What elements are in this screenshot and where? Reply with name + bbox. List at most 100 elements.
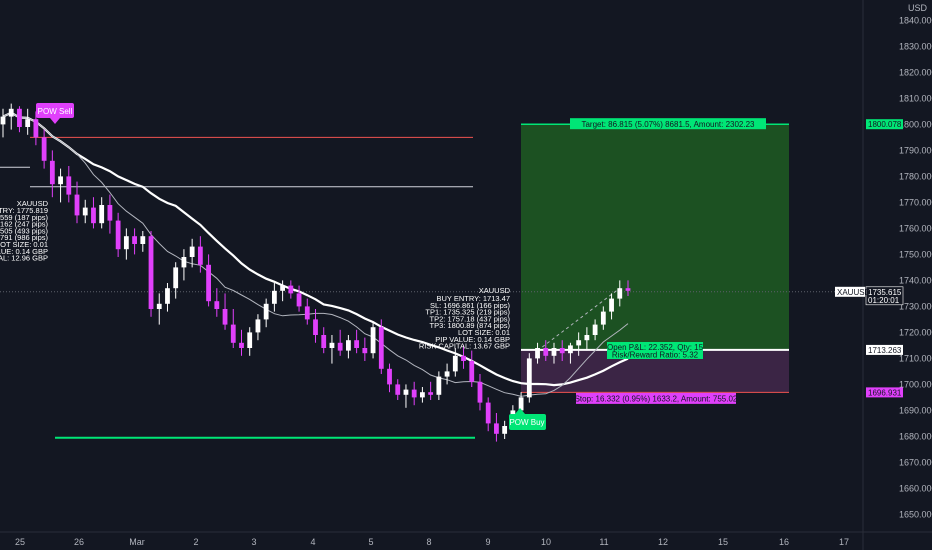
candle-body	[354, 340, 360, 348]
stop-label: Stop: 16.332 (0.95%) 1633.2, Amount: 755…	[575, 394, 738, 403]
candle-body	[115, 220, 121, 250]
sell-info-line: 36.505 (493 pips)	[0, 226, 49, 235]
candle-body	[403, 389, 409, 395]
target-price-tag-bg	[866, 119, 903, 130]
candle-body	[378, 327, 384, 369]
y-tick-label: 1710.000	[899, 353, 932, 363]
y-tick-label: 1740.000	[899, 275, 932, 285]
x-tick-label: 5	[368, 537, 373, 547]
candle-body	[17, 108, 22, 127]
candle-body	[82, 207, 88, 216]
candle-body	[362, 348, 368, 354]
last-price-tag-bg	[866, 286, 903, 305]
candle-body	[288, 285, 294, 294]
time-axis[interactable]: 25 26 Mar 2 3 4 5 8 9 10 11 12 15 16 17	[15, 537, 849, 547]
symbol-tag-bg	[835, 286, 865, 297]
candle-body	[33, 119, 39, 138]
candle-body	[99, 205, 105, 224]
buy-info-line: TP2: 1757.18 (437 pips)	[430, 314, 511, 323]
candle-body	[411, 389, 417, 398]
candle-body	[206, 264, 211, 302]
sell-info-line: 77.791 (986 pips)	[0, 233, 49, 242]
x-tick-label: 11	[599, 537, 608, 547]
y-tick-label: 1810.000	[899, 93, 932, 103]
candle-body	[444, 371, 450, 377]
y-tick-label: 1730.000	[899, 301, 932, 311]
candle-body	[148, 236, 154, 309]
candle-body	[0, 116, 6, 125]
x-tick-label: 10	[541, 537, 551, 547]
candle-body	[189, 246, 195, 257]
pow-sell-label-bg	[36, 103, 74, 118]
stop-label-bg	[576, 392, 736, 404]
candle-body	[239, 342, 244, 348]
target-label: Target: 86.815 (5.07%) 8681.5, Amount: 2…	[581, 120, 755, 129]
candle-body	[551, 348, 557, 356]
price-axis[interactable]: 1650.000 1660.000 1670.000 1680.000 1690.000…	[899, 15, 932, 519]
y-tick-label: 1660.000	[899, 483, 932, 493]
candle-body	[313, 319, 318, 335]
candle-body	[280, 285, 286, 291]
candle-body	[584, 335, 590, 341]
x-tick-label: 3	[251, 537, 256, 547]
candle-body	[8, 108, 14, 117]
candle-body	[345, 340, 351, 351]
candles	[0, 103, 631, 442]
last-price-tag-countdown: 01:20:01	[868, 296, 900, 305]
entry-price-tag-bg	[866, 344, 903, 355]
x-tick-label: 4	[310, 537, 315, 547]
candle-body	[436, 376, 442, 395]
candle-body	[165, 288, 170, 304]
candle-body	[123, 236, 129, 250]
candle-body	[132, 236, 137, 244]
candle-body	[214, 301, 220, 309]
buy-info-line: BUY ENTRY: 1713.47	[436, 294, 510, 303]
y-tick-label: 1790.000	[899, 145, 932, 155]
candle-body	[568, 345, 573, 354]
candle-body	[370, 327, 376, 354]
stop-price-tag-bg	[866, 387, 903, 398]
candle-body	[66, 176, 72, 195]
buy-info-line: LOT SIZE: 0.01	[458, 328, 510, 337]
y-tick-label: 1820.000	[899, 67, 932, 77]
candle-body	[107, 205, 113, 221]
sell-info-line: VALUE: 0.14 GBP	[0, 247, 48, 256]
candle-body	[49, 160, 55, 185]
candle-body	[255, 319, 261, 333]
buy-info-title: XAUUSD	[479, 286, 511, 295]
candle-body	[502, 426, 508, 434]
candle-body	[526, 358, 532, 398]
candle-body	[271, 290, 277, 304]
candle-body	[494, 423, 499, 434]
candle-body	[625, 288, 631, 291]
candle-body	[469, 361, 475, 382]
y-tick-label: 1770.000	[899, 197, 932, 207]
x-tick-label: 2	[193, 537, 198, 547]
candle-body	[197, 246, 203, 265]
last-price-tag-border	[865, 286, 904, 306]
candle-body	[609, 298, 614, 312]
candle-body	[222, 309, 228, 325]
candle-body	[617, 288, 623, 299]
buy-info-line: RISK CAPITAL: 13.67 GBP	[419, 342, 510, 351]
y-tick-label: 1670.000	[899, 457, 932, 467]
candle-body	[535, 348, 540, 359]
candle-body	[247, 332, 253, 348]
buy-info-line: PIP VALUE: 0.14 GBP	[435, 335, 510, 344]
y-tick-label: 1700.000	[899, 379, 932, 389]
candle-body	[428, 392, 434, 395]
candle-body	[263, 303, 269, 320]
last-price-tag: 1735.615	[868, 288, 902, 297]
candle-body	[477, 381, 483, 403]
candle-body	[91, 207, 96, 224]
x-tick-label: 15	[718, 537, 728, 547]
x-tick-label: 17	[839, 537, 849, 547]
slow-moving-average	[2, 111, 629, 387]
x-tick-label: 16	[779, 537, 789, 547]
candle-body	[173, 267, 179, 289]
buy-info-line: TP3: 1800.89 (874 pips)	[430, 321, 511, 330]
candle-body	[543, 348, 549, 356]
candle-body	[518, 397, 524, 411]
candle-body	[230, 324, 236, 343]
